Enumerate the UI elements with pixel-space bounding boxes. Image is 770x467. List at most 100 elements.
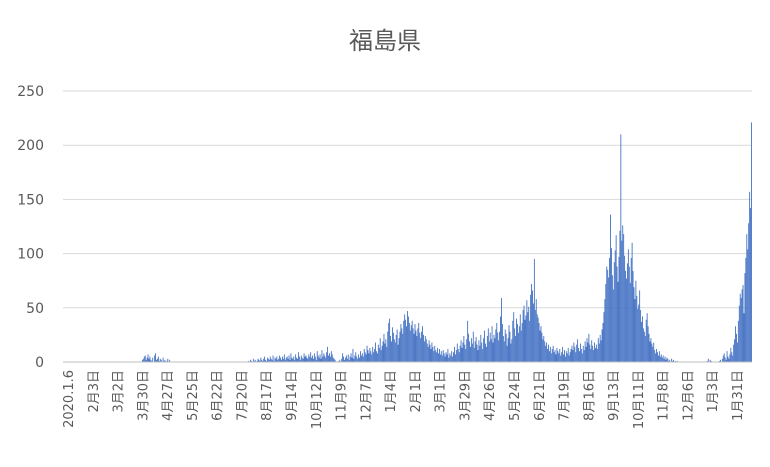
bar — [252, 358, 254, 362]
bar — [458, 352, 460, 362]
bar — [734, 339, 736, 362]
bar — [318, 357, 320, 362]
bar — [397, 344, 399, 362]
bar — [645, 319, 647, 362]
bar — [331, 354, 333, 362]
bar — [468, 333, 470, 362]
bar — [451, 351, 453, 362]
bar — [402, 333, 404, 362]
bar — [309, 356, 311, 362]
bar — [651, 343, 653, 362]
bar — [280, 357, 282, 362]
bar — [361, 353, 363, 362]
bar — [534, 309, 536, 362]
bar — [736, 333, 737, 362]
bar — [289, 359, 291, 362]
bar — [270, 358, 272, 362]
bar — [391, 341, 392, 362]
bar — [481, 342, 483, 362]
bar — [485, 343, 486, 362]
x-tick-label: 6月22日 — [211, 370, 226, 421]
bar — [595, 344, 597, 362]
bar — [158, 360, 160, 362]
bar — [263, 358, 265, 362]
bar — [560, 355, 562, 362]
bar — [325, 357, 327, 362]
bar — [282, 358, 284, 362]
bar — [616, 266, 618, 362]
bar — [410, 325, 412, 362]
bar — [569, 352, 571, 362]
bar — [581, 353, 583, 362]
bar — [642, 328, 644, 362]
x-tick-label: 4月27日 — [161, 370, 176, 421]
bar — [363, 348, 365, 362]
bar — [452, 356, 454, 362]
bar — [319, 354, 321, 362]
bar — [599, 334, 601, 362]
bar — [737, 320, 739, 362]
bar — [538, 322, 540, 362]
bar — [285, 357, 287, 362]
bar — [421, 331, 423, 362]
bar — [473, 347, 475, 362]
bar — [654, 350, 656, 362]
bar — [155, 353, 157, 362]
bar — [414, 324, 416, 362]
bar — [371, 354, 373, 362]
bar — [489, 332, 491, 362]
bar — [504, 329, 506, 362]
bar — [508, 325, 510, 362]
bar — [673, 359, 674, 362]
x-tick-label: 12月7日 — [359, 370, 374, 421]
bar — [265, 359, 266, 362]
bar — [432, 346, 434, 362]
bar — [600, 340, 602, 362]
bar — [722, 355, 724, 362]
bar — [316, 351, 318, 362]
bar — [635, 280, 637, 362]
bar — [369, 347, 371, 362]
bar — [268, 359, 270, 362]
bar — [437, 347, 438, 362]
bar — [342, 353, 344, 362]
bar — [519, 314, 521, 362]
bar — [427, 346, 429, 362]
bar — [483, 338, 485, 362]
bar — [541, 332, 543, 362]
bar — [676, 360, 678, 362]
bar — [500, 316, 501, 362]
bar — [726, 351, 728, 362]
bar — [405, 319, 407, 362]
bar — [567, 347, 569, 362]
bar — [406, 326, 407, 362]
bar — [661, 357, 663, 362]
bar — [563, 354, 564, 362]
bar — [435, 350, 437, 362]
bar — [571, 345, 573, 362]
x-tick-label: 11月9日 — [335, 370, 350, 421]
bar — [471, 343, 473, 362]
bar — [273, 360, 275, 362]
bar — [157, 356, 159, 362]
bar — [380, 350, 382, 362]
bar — [281, 359, 282, 362]
bar — [658, 355, 659, 362]
bar — [159, 358, 161, 362]
bar — [145, 359, 147, 362]
bar — [666, 357, 668, 362]
bar — [290, 353, 292, 362]
bar — [321, 350, 323, 362]
bar — [590, 348, 592, 362]
bar — [576, 344, 578, 362]
bar — [488, 341, 490, 362]
bar — [512, 320, 514, 362]
bar — [264, 356, 266, 362]
bar — [256, 360, 258, 362]
bar — [472, 331, 474, 362]
x-tick-label: 10月12日 — [310, 370, 325, 429]
bar — [258, 359, 260, 362]
bar — [748, 223, 750, 362]
bar — [420, 338, 422, 362]
bar — [641, 321, 642, 362]
